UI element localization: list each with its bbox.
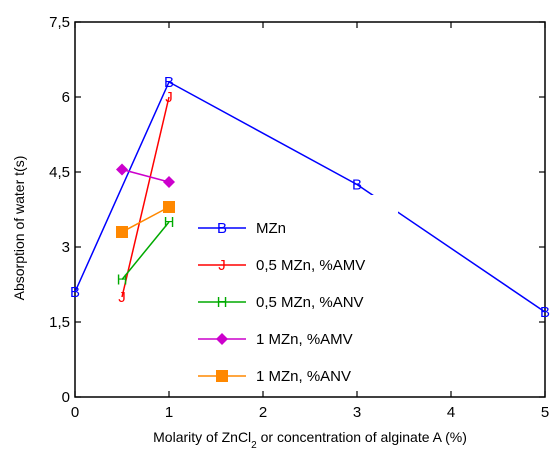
data-point: J — [118, 289, 126, 306]
legend-item: B MZn — [198, 220, 286, 237]
legend-label: 0,5 MZn, %AMV — [256, 257, 365, 274]
y-tick-label: 3 — [62, 239, 70, 256]
plot-frame — [74, 21, 546, 398]
x-tick-label: 5 — [541, 404, 549, 421]
legend-swatch-marker: H — [217, 294, 228, 311]
legend-swatch-marker — [216, 333, 228, 345]
y-tick-label: 6 — [62, 89, 70, 106]
plot-border — [74, 21, 546, 398]
data-point — [163, 176, 175, 188]
series-line — [121, 206, 170, 233]
data-point: B — [70, 284, 80, 301]
legend-label: MZn — [256, 220, 286, 237]
series-line — [74, 80, 546, 313]
x-tick-label: 0 — [71, 404, 79, 421]
series-4 — [116, 201, 175, 238]
series-0: B B B B — [70, 74, 550, 321]
x-axis-label-rest: or concentration of alginate A (%) — [257, 429, 467, 445]
data-point: B — [540, 304, 550, 321]
legend-swatch-marker — [216, 370, 228, 382]
legend-item: H 0,5 MZn, %ANV — [198, 294, 364, 311]
series-line — [121, 96, 170, 298]
data-point — [116, 226, 128, 238]
y-tick-label: 4,5 — [49, 164, 70, 181]
y-tick-label: 0 — [62, 389, 70, 406]
y-tick-label: 1,5 — [49, 314, 70, 331]
x-axis-label-main: Molarity of ZnCl — [153, 429, 251, 445]
legend-label: 0,5 MZn, %ANV — [256, 294, 364, 311]
legend-item: 1 MZn, %AMV — [198, 331, 353, 348]
x-tick-label: 4 — [447, 404, 455, 421]
series-line — [121, 168, 170, 183]
legend: B MZn J 0,5 MZn, %AMV H 0,5 MZn, %ANV 1 MZn, %… — [188, 195, 398, 390]
legend-label: 1 MZn, %AMV — [256, 331, 353, 348]
series-1: JJ — [118, 89, 173, 306]
y-axis-label: Absorption of water t(s) — [11, 156, 27, 301]
data-point — [163, 201, 175, 213]
y-tick-label: 7,5 — [49, 14, 70, 31]
y-axis-ticks: 0 1,5 3 4,5 6 7,5 — [49, 14, 545, 406]
legend-swatch-marker: B — [217, 220, 227, 237]
x-tick-label: 2 — [259, 404, 267, 421]
legend-swatch-marker: J — [218, 257, 226, 274]
data-point: B — [352, 177, 362, 194]
series-2: HH — [117, 214, 175, 289]
data-point: B — [164, 74, 174, 91]
x-axis-label-subscript: 2 — [251, 440, 257, 450]
data-point — [116, 163, 128, 176]
x-tick-label: 3 — [353, 404, 361, 421]
x-axis-label: Molarity of ZnCl2 or concentration of al… — [153, 429, 467, 450]
data-point: H — [164, 214, 175, 231]
data-point: H — [117, 272, 128, 289]
x-axis-ticks: 0 1 2 3 4 5 — [71, 22, 549, 421]
series-line — [121, 221, 170, 280]
x-tick-label: 1 — [165, 404, 173, 421]
legend-label: 1 MZn, %ANV — [256, 368, 351, 385]
data-point: J — [165, 89, 173, 106]
legend-item: J 0,5 MZn, %AMV — [198, 257, 365, 274]
legend-item: 1 MZn, %ANV — [198, 368, 351, 385]
series-3 — [116, 163, 175, 188]
